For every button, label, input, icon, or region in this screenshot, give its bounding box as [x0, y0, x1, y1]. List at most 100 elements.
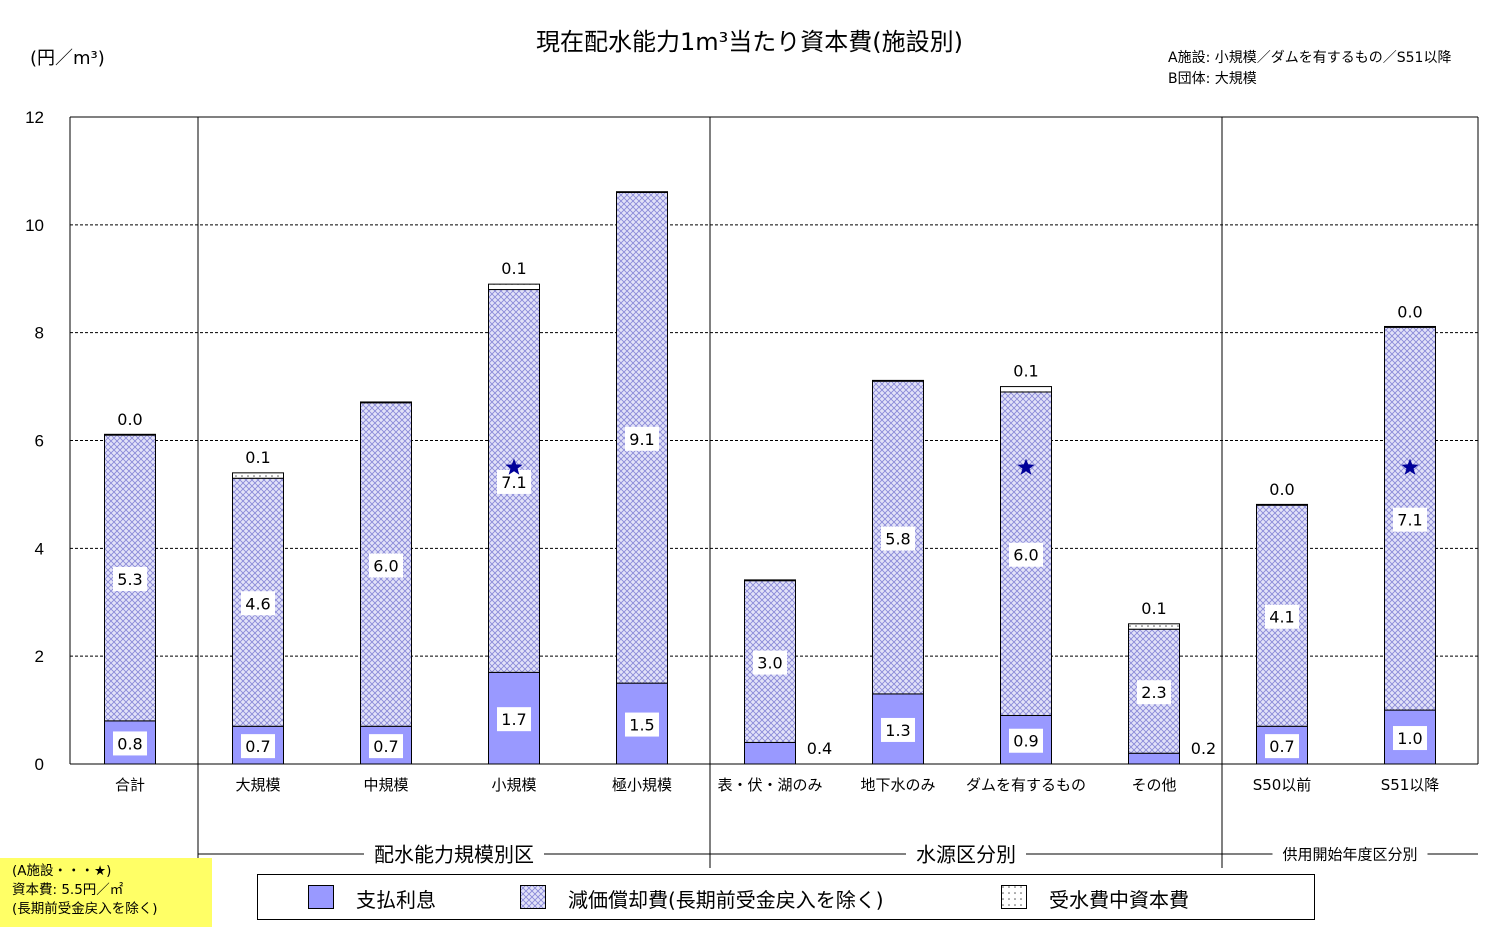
a-facility-line-3: (長期前受金戻入を除く): [12, 901, 158, 917]
data-label-bg: [1393, 507, 1427, 532]
facility-note-line-2: B団体: 大規模: [1168, 71, 1257, 87]
data-label-bg: [625, 712, 659, 737]
data-label-interest: 0.7: [245, 737, 270, 756]
data-label-depreciation: 3.0: [757, 654, 782, 673]
data-label-water-purchase: 0.1: [501, 259, 526, 278]
data-label-bg: [113, 731, 147, 756]
star-marker-icon: [1401, 458, 1419, 475]
y-tick-label: 6: [35, 432, 44, 451]
data-label-bg: [369, 734, 403, 759]
y-tick-label: 10: [25, 216, 44, 235]
chart-title: 現在配水能力1m³当たり資本費(施設別): [536, 28, 963, 56]
bar-segment: [1000, 386, 1052, 393]
bar-segment: [1128, 752, 1180, 765]
category-label: 表・伏・湖のみ: [717, 776, 822, 794]
legend-label-depreciation: 減価償却費(長期前受金戻入を除く): [568, 888, 884, 912]
data-label-bg: [1393, 726, 1427, 751]
data-label-depreciation: 5.8: [885, 530, 910, 549]
gridlines: [70, 116, 1478, 657]
data-label-depreciation: 4.1: [1269, 608, 1294, 627]
data-label-water-purchase: 0.0: [117, 410, 142, 429]
data-label-depreciation: 7.1: [501, 473, 526, 492]
group-label: 水源区分別: [916, 843, 1016, 867]
data-label-interest: 0.7: [373, 737, 398, 756]
legend-swatch-depreciation: [520, 885, 546, 909]
category-label: 極小規模: [612, 776, 672, 794]
data-labels: 0.8 5.3 0.0 0.7 4.6 0.1 0.7 6.0 1.7 7.1 0.1 1.5 9.1 0…: [113, 259, 1427, 759]
category-label: ダムを有するもの: [966, 776, 1086, 794]
data-label-bg: [241, 591, 275, 616]
group-label: 供用開始年度区分別: [1282, 846, 1417, 864]
category-label: 小規模: [491, 776, 536, 794]
facility-note-line-1: A施設: 小規模／ダムを有するもの／S51以降: [1168, 50, 1452, 66]
data-label-interest: 1.0: [1397, 729, 1422, 748]
data-label-interest: 0.7: [1269, 737, 1294, 756]
bar-segment: [744, 741, 796, 765]
data-label-bg: [241, 734, 275, 759]
data-label-interest: 0.2: [1191, 739, 1216, 758]
category-label: 中規模: [363, 776, 408, 794]
a-facility-line-2: 資本費: 5.5円／㎡: [12, 882, 124, 898]
data-label-interest: 0.9: [1013, 732, 1038, 751]
data-label-bg: [113, 566, 147, 591]
facility-note: A施設: 小規模／ダムを有するもの／S51以降 B団体: 大規模: [1168, 48, 1451, 90]
category-label: 大規模: [235, 776, 280, 794]
legend-swatch-water-purchase: [1001, 885, 1027, 909]
bar-segment: [744, 579, 796, 582]
group-label: 配水能力規模別区: [374, 843, 534, 867]
data-label-water-purchase: 0.1: [1013, 362, 1038, 381]
star-marker-icon: [505, 458, 523, 475]
y-tick-label: 0: [35, 755, 44, 774]
data-label-depreciation: 6.0: [1013, 546, 1038, 565]
bar-segment: [872, 379, 924, 382]
data-label-depreciation: 5.3: [117, 570, 142, 589]
data-label-water-purchase: 0.1: [245, 448, 270, 467]
star-marker-icon: [1017, 458, 1035, 475]
data-label-bg: [625, 426, 659, 451]
data-label-depreciation: 2.3: [1141, 683, 1166, 702]
y-tick-label: 8: [35, 324, 44, 343]
data-label-bg: [881, 526, 915, 551]
data-label-bg: [1137, 680, 1171, 705]
axes: 0 2 4 6 8 10 12 配水能力規模別区 水源区分別 供用開始年度区分別 合計 大規模 中規模 小…: [25, 108, 1479, 868]
bar-segment: [616, 191, 668, 193]
data-label-bg: [1009, 728, 1043, 753]
data-label-bg: [881, 717, 915, 742]
data-label-depreciation: 9.1: [629, 430, 654, 449]
bar-segment: [1384, 325, 1436, 328]
bar-segment: [104, 433, 156, 436]
legend-label-water-purchase: 受水費中資本費: [1049, 888, 1189, 912]
data-label-interest: 1.7: [501, 710, 526, 729]
bar-segment: [232, 472, 284, 479]
category-label: S50以前: [1253, 776, 1312, 794]
data-label-interest: 1.5: [629, 716, 654, 735]
a-facility-line-1: (A施設・・・★): [12, 863, 112, 879]
data-label-bg: [1265, 604, 1299, 629]
a-facility-note-box: (A施設・・・★) 資本費: 5.5円／㎡ (長期前受金戻入を除く): [0, 858, 212, 927]
data-label-depreciation: 6.0: [373, 557, 398, 576]
data-label-interest: 0.8: [117, 734, 142, 753]
y-tick-label: 12: [25, 108, 44, 127]
data-label-bg: [1265, 734, 1299, 759]
data-label-bg: [753, 650, 787, 675]
data-label-interest: 1.3: [885, 721, 910, 740]
data-label-water-purchase: 0.0: [1269, 480, 1294, 499]
bar-segment: [1256, 503, 1308, 506]
y-axis-unit-label: (円／m³): [30, 48, 105, 69]
category-label: 地下水のみ: [860, 776, 935, 794]
data-label-interest: 0.4: [807, 739, 832, 758]
data-label-depreciation: 4.6: [245, 594, 270, 613]
data-label-bg: [369, 553, 403, 578]
y-tick-label: 4: [35, 539, 44, 558]
data-label-water-purchase: 0.0: [1397, 302, 1422, 321]
bar-segment: [488, 283, 540, 291]
legend: 支払利息 減価償却費(長期前受金戻入を除く) 受水費中資本費: [257, 874, 1315, 920]
bars: [104, 191, 1436, 765]
category-label: その他: [1131, 776, 1176, 794]
bar-segment: [360, 401, 412, 404]
data-label-bg: [497, 707, 531, 732]
bar-segment: [1128, 623, 1180, 630]
category-label: 合計: [115, 776, 145, 794]
legend-swatch-interest: [308, 885, 334, 909]
